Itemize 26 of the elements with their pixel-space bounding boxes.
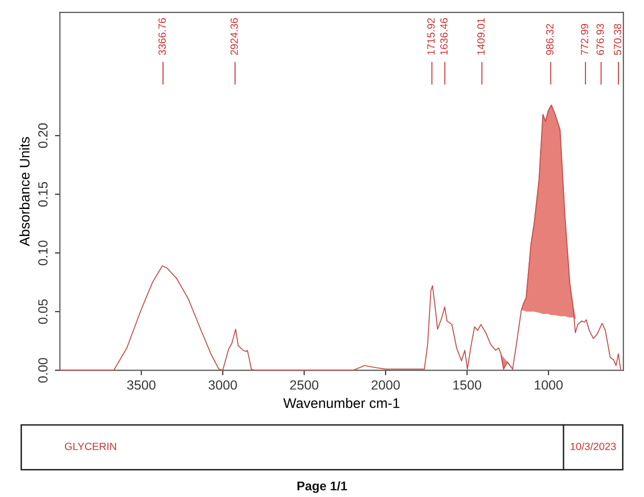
ref-line-label: 570.38 (614, 24, 622, 55)
ref-line-label: 3366.76 (158, 18, 166, 55)
x-tick-label: 1000 (534, 380, 563, 390)
ref-line-label: 772.99 (580, 24, 588, 55)
ref-line-label: 2924.36 (230, 18, 238, 55)
x-tick-label: 1500 (453, 380, 482, 390)
x-axis-title: Wavenumber cm-1 (283, 398, 400, 408)
y-tick-label: 0.05 (38, 299, 48, 324)
text: 10/3/2023 (570, 442, 616, 450)
text: GLYCERIN (64, 442, 116, 450)
ref-line-label: 1636.46 (440, 18, 448, 55)
x-tick-label: 2500 (290, 380, 318, 390)
ref-line-label: 986.32 (546, 24, 554, 55)
y-tick-label: 0.10 (38, 240, 48, 266)
y-axis-title: Absorbance Units (19, 137, 30, 246)
x-tick-label: 3000 (208, 380, 237, 390)
x-tick-label: 3500 (127, 380, 156, 390)
text: Page 1/1 (297, 481, 348, 493)
y-tick-label: 0.00 (38, 358, 48, 383)
line-series (59, 104, 622, 371)
x-tick-label: 2000 (372, 380, 400, 390)
y-tick-label: 0.20 (38, 123, 48, 148)
ref-line-label: 1715.92 (427, 18, 435, 55)
y-tick-label: 0.15 (38, 182, 48, 207)
ref-line-label: 676.93 (596, 24, 604, 55)
ref-line-label: 1409.01 (477, 18, 485, 55)
